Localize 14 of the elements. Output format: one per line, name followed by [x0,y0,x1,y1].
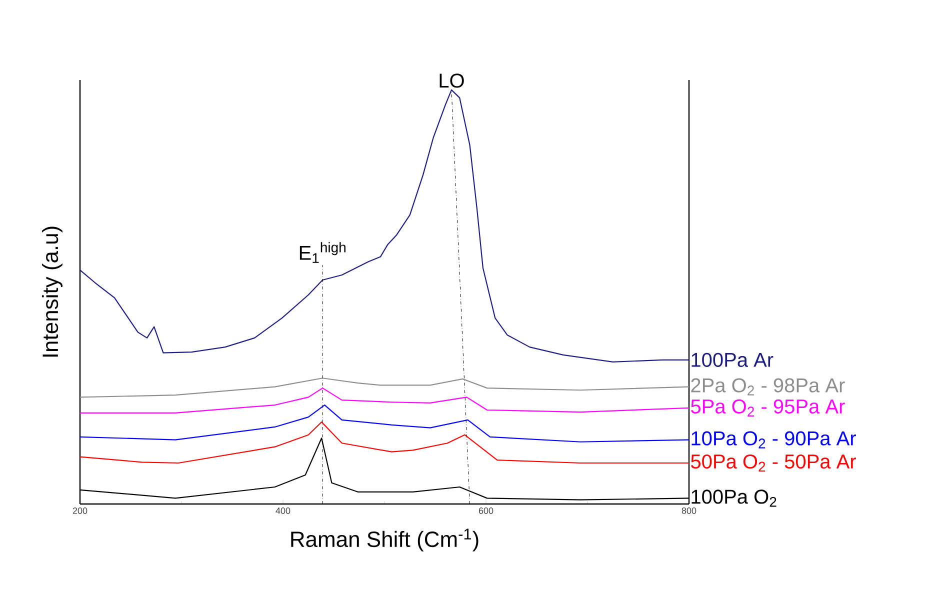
series-label: 2Pa O$_{2}$ - 98Pa Ar [691,378,845,396]
annotation: E$_{1}$high [300,242,346,263]
series-label: 5Pa O$_{2}$ - 95Pa Ar [691,399,845,416]
x-tick-label: 200 [72,508,88,514]
x-tick-label: 400 [276,508,290,514]
series-label: 100Pa O$_{2}$ [692,490,776,507]
x-axis-title: Raman Shift (Cm$^{-1}$) [291,528,478,552]
series-label: 50Pa O$_{2}$ - 50Pa Ar [691,454,856,472]
annotation: LO [440,74,464,88]
y-axis-title: Intensity (a.u) [42,226,62,357]
x-tick-label: 600 [478,508,494,514]
x-tick-label: 800 [682,508,696,514]
series-label: 10Pa O$_{2}$ - 90Pa Ar [692,431,856,448]
series-label: 100Pa Ar [692,352,774,367]
